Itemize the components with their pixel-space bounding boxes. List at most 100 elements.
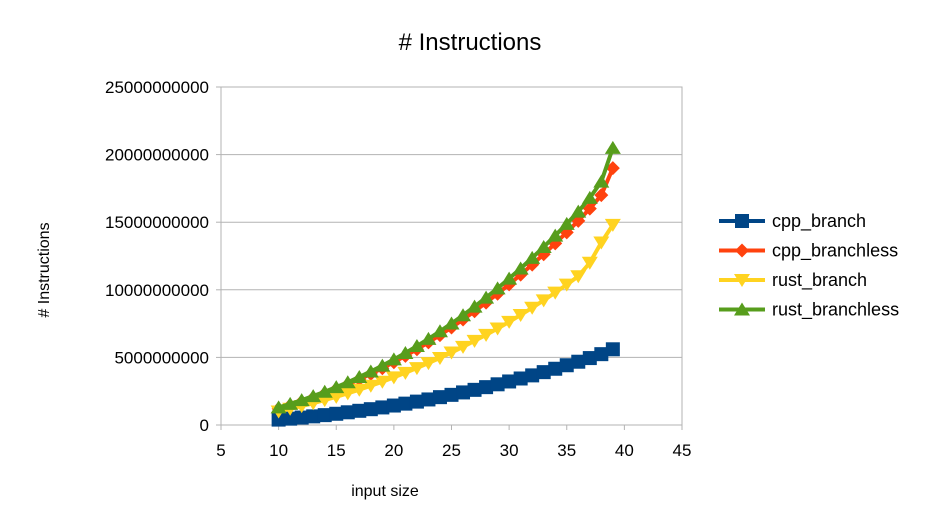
data-point xyxy=(362,364,379,378)
data-point xyxy=(294,410,309,425)
x-tick-label: 20 xyxy=(384,441,403,460)
data-point xyxy=(489,281,506,295)
x-tick-label: 15 xyxy=(327,441,346,460)
legend-label: rust_branch xyxy=(772,270,867,291)
data-point xyxy=(559,358,574,373)
data-point xyxy=(305,389,322,403)
y-axis-title: # Instructions xyxy=(36,222,53,317)
data-point xyxy=(548,361,563,376)
data-point xyxy=(479,380,494,395)
data-point xyxy=(270,400,287,414)
legend-item: rust_branch xyxy=(719,270,867,291)
grid-lines xyxy=(221,86,682,426)
y-tick-label: 10000000000 xyxy=(105,281,209,300)
data-point xyxy=(466,334,483,348)
data-point xyxy=(397,366,414,380)
data-point xyxy=(501,315,518,329)
series-layer xyxy=(270,140,621,427)
x-tick-label: 25 xyxy=(442,441,461,460)
x-tick-label: 35 xyxy=(557,441,576,460)
data-point xyxy=(581,256,598,270)
y-tick-label: 25000000000 xyxy=(105,78,209,97)
data-point xyxy=(431,351,448,365)
data-point xyxy=(605,161,620,176)
data-point xyxy=(339,375,356,389)
data-point xyxy=(339,387,356,401)
data-point xyxy=(512,308,529,322)
data-point xyxy=(420,331,437,345)
data-point xyxy=(547,228,564,242)
axis-ticks: 0 5000000000 10000000000 15000000000 2000000… xyxy=(105,78,691,460)
data-point xyxy=(352,403,367,418)
data-point xyxy=(420,357,437,371)
legend-label: rust_branchless xyxy=(772,300,899,321)
data-point xyxy=(456,385,471,400)
y-tick-label: 15000000000 xyxy=(105,213,209,232)
data-point xyxy=(316,384,333,398)
data-point xyxy=(443,346,460,360)
legend-item: rust_branchless xyxy=(719,300,899,321)
data-point xyxy=(535,294,552,308)
data-point xyxy=(536,365,551,380)
data-point xyxy=(351,370,368,384)
x-tick-label: 45 xyxy=(673,441,692,460)
data-point xyxy=(547,286,564,300)
data-point xyxy=(329,406,344,421)
data-point xyxy=(490,377,505,392)
data-point xyxy=(351,383,368,397)
data-point xyxy=(512,261,529,275)
legend-label: cpp_branch xyxy=(772,211,866,232)
data-point xyxy=(455,308,472,322)
data-point xyxy=(271,412,286,427)
data-point xyxy=(513,371,528,386)
data-point xyxy=(594,347,609,362)
data-point xyxy=(328,390,345,404)
data-point xyxy=(282,396,299,410)
data-point xyxy=(386,398,401,413)
data-point xyxy=(398,396,413,411)
data-point xyxy=(478,290,495,304)
series-rust-branchless xyxy=(270,140,621,414)
data-point xyxy=(489,322,506,336)
data-point xyxy=(502,374,517,389)
data-point xyxy=(408,339,425,353)
data-point xyxy=(432,390,447,405)
legend-item: cpp_branchless xyxy=(719,241,898,262)
data-point xyxy=(397,345,414,359)
data-point xyxy=(328,380,345,394)
data-point xyxy=(604,140,621,154)
series-line xyxy=(278,223,615,414)
data-point xyxy=(466,299,483,313)
legend-item: cpp_branch xyxy=(719,211,866,232)
data-point xyxy=(604,218,621,232)
data-point xyxy=(409,394,424,409)
data-point xyxy=(431,324,448,338)
data-point xyxy=(571,354,586,369)
data-point xyxy=(374,375,391,389)
legend-label: cpp_branchless xyxy=(772,241,898,262)
data-point xyxy=(524,250,541,264)
data-point xyxy=(306,409,321,424)
data-point xyxy=(593,174,610,188)
x-axis-title: input size xyxy=(351,483,419,500)
data-point xyxy=(317,408,332,423)
data-point xyxy=(593,236,610,250)
data-point xyxy=(525,368,540,383)
data-point xyxy=(467,382,482,397)
data-point xyxy=(501,271,518,285)
data-point xyxy=(443,316,460,330)
data-point xyxy=(558,216,575,230)
plot-area xyxy=(220,86,683,426)
data-point xyxy=(363,402,378,417)
data-point xyxy=(570,270,587,284)
data-point xyxy=(478,328,495,342)
data-point xyxy=(594,188,609,203)
data-point xyxy=(385,371,402,385)
x-tick-label: 10 xyxy=(269,441,288,460)
y-tick-label: 20000000000 xyxy=(105,146,209,165)
data-point xyxy=(293,393,310,407)
series-cpp-branch xyxy=(271,342,620,427)
legend-marker xyxy=(735,214,749,228)
data-point xyxy=(582,351,597,366)
